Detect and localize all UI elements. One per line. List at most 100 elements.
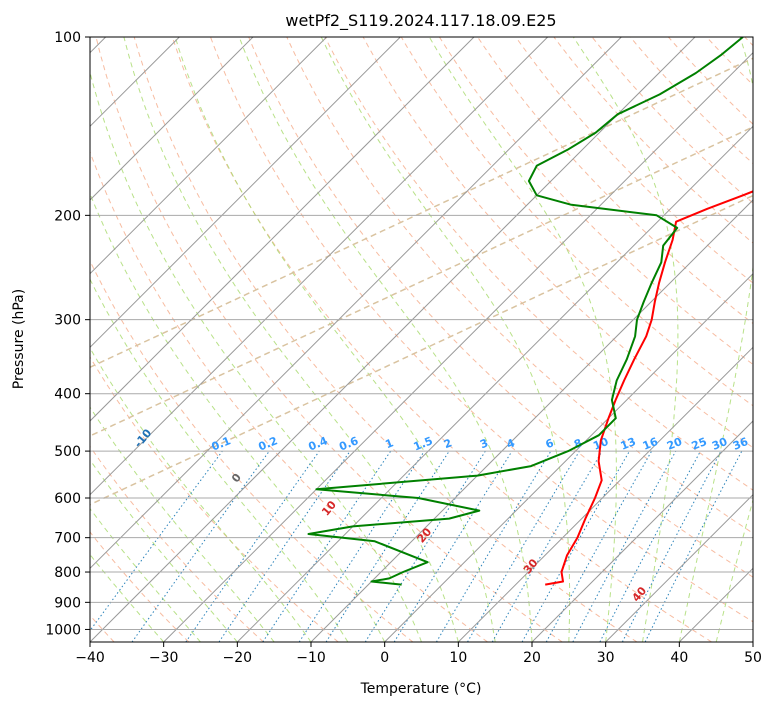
dry-adiabat (668, 37, 753, 125)
mixing-ratio-line (644, 450, 743, 642)
dry-adiabat (210, 37, 753, 623)
isotherm-line (90, 37, 254, 201)
mixing-ratio-line (435, 450, 552, 642)
x-tick-label: −20 (223, 650, 253, 666)
moist-adiabat (90, 507, 201, 642)
mixing-ratio-line (185, 450, 320, 642)
dry-adiabat (90, 356, 339, 642)
x-tick-label: 40 (670, 650, 688, 666)
dry-adiabat (248, 37, 753, 578)
reference-labels: 0.1 0.2 0.4 0.6 1 1.5 2 3 4 6 8 10 13 16 20 25 30 36-1001… (132, 426, 751, 604)
reference-lines (90, 37, 753, 642)
y-tick-label: 100 (54, 30, 81, 46)
data-series (307, 37, 753, 586)
isotherm-line (90, 37, 622, 570)
moist-adiabat (90, 278, 349, 642)
isotherm-line (90, 37, 696, 642)
temperature-line (545, 190, 753, 586)
moist-adiabat (428, 37, 617, 642)
moist-adiabat (238, 37, 533, 642)
axes: −40 −30 −20 −10 0 10 20 30 40 5010020030040050060… (45, 30, 762, 666)
dry-adiabat (133, 37, 638, 642)
moist-adiabat (90, 553, 165, 642)
x-axis-label: Temperature (°C) (360, 681, 482, 697)
mixing-ratio-label: 16 (641, 435, 660, 453)
y-tick-label: 400 (54, 387, 81, 403)
y-tick-label: 200 (54, 208, 81, 224)
moist-adiabat (320, 37, 571, 642)
plot-frame (89, 36, 754, 643)
grid-lines (90, 37, 753, 642)
x-tick-label: 30 (597, 650, 615, 666)
dry-adiabat (95, 37, 563, 642)
isotherm-line (531, 420, 753, 642)
dry-adiabat (324, 37, 753, 491)
dry-adiabat-label: -10 (132, 426, 155, 450)
isotherm-line (90, 37, 549, 496)
dry-adiabat (400, 37, 753, 407)
dry-adiabat (90, 531, 190, 642)
mixing-ratio-line (262, 450, 392, 642)
dry-adiabat (744, 37, 753, 47)
y-tick-label: 300 (54, 313, 81, 329)
mixing-ratio-line (467, 450, 580, 642)
dry-adiabat (90, 445, 264, 642)
isotherm-line (605, 493, 753, 642)
mixing-ratio-line (572, 450, 677, 642)
dry-adiabat-label: 20 (415, 525, 435, 545)
x-tick-label: 10 (449, 650, 467, 666)
isotherm-line (236, 125, 753, 642)
mixing-ratio-label: 13 (619, 435, 638, 453)
x-tick-label: −30 (149, 650, 179, 666)
isotherm-line (90, 37, 475, 422)
moist-adiabat (90, 406, 275, 642)
dry-adiabat (286, 37, 753, 534)
chart-title: wetPf2_S119.2024.117.18.09.E25 (285, 11, 556, 31)
dry-adiabat (591, 37, 753, 204)
mixing-ratio-label: 36 (731, 435, 750, 453)
background-curve (90, 194, 753, 506)
x-tick-label: 50 (744, 650, 762, 666)
moist-adiabat (90, 459, 238, 642)
dry-adiabat (90, 259, 414, 642)
mixing-ratio-line (521, 450, 630, 642)
mixing-ratio-line (298, 450, 425, 642)
mixing-ratio-label: 20 (665, 435, 684, 453)
dry-adiabat-label: 30 (521, 556, 541, 576)
mixing-ratio-line (325, 450, 450, 642)
mixing-ratio-line (90, 450, 223, 632)
isotherm-line (90, 37, 328, 275)
moist-adiabat (572, 37, 679, 642)
y-tick-label: 900 (54, 595, 81, 611)
mixing-ratio-line (131, 450, 270, 642)
dry-adiabat (438, 37, 753, 366)
isotherm-line (457, 346, 753, 642)
isotherm-line (90, 37, 401, 349)
isotherm-line (752, 641, 753, 642)
y-axis-label: Pressure (hPa) (11, 289, 27, 389)
moist-adiabat (678, 37, 753, 642)
moist-adiabat (90, 347, 312, 642)
isotherm-line (310, 199, 753, 642)
isotherm-line (384, 272, 753, 642)
mixing-ratio-label: 30 (710, 435, 729, 453)
mixing-ratio-line (218, 450, 351, 642)
y-tick-label: 700 (54, 531, 81, 547)
mixing-ratio-line (393, 450, 513, 642)
moist-adiabat (90, 192, 386, 642)
moist-adiabat (123, 37, 459, 642)
dewpoint-line (307, 37, 744, 586)
y-tick-label: 1000 (45, 622, 81, 638)
mixing-ratio-label: 8 (572, 436, 584, 451)
mixing-ratio-label: 1 (383, 436, 395, 451)
dry-adiabat-label: 0 (229, 471, 244, 485)
background-curve (90, 57, 753, 369)
mixing-ratio-label: 2 (442, 436, 454, 451)
dry-adiabat (706, 37, 753, 86)
mixing-ratio-line (545, 450, 653, 642)
mixing-ratio-label: 3 (478, 436, 490, 451)
moist-adiabat (715, 497, 753, 642)
x-tick-label: 0 (380, 650, 389, 666)
x-tick-label: −10 (296, 650, 326, 666)
